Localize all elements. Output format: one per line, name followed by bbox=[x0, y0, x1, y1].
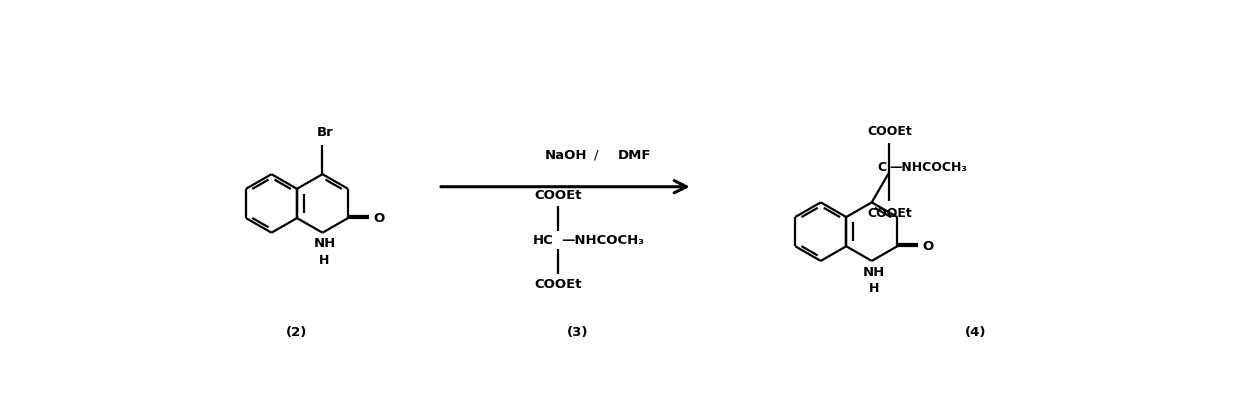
Text: COOEt: COOEt bbox=[534, 278, 582, 291]
Text: —NHCOCH₃: —NHCOCH₃ bbox=[561, 234, 644, 247]
Text: H: H bbox=[869, 282, 878, 295]
Text: (4): (4) bbox=[965, 326, 986, 339]
Text: (3): (3) bbox=[566, 326, 589, 339]
Text: COOEt: COOEt bbox=[534, 189, 582, 202]
Text: C: C bbox=[877, 161, 887, 174]
Text: COOEt: COOEt bbox=[867, 207, 912, 220]
Text: Br: Br bbox=[317, 126, 333, 139]
Text: NH: NH bbox=[313, 237, 336, 250]
Text: NH: NH bbox=[862, 266, 885, 279]
Text: O: O bbox=[373, 212, 384, 225]
Text: (2): (2) bbox=[286, 326, 307, 339]
Text: /: / bbox=[595, 149, 598, 162]
Text: H: H bbox=[320, 254, 330, 267]
Text: DMF: DMF bbox=[618, 149, 652, 162]
Text: HC: HC bbox=[533, 234, 554, 247]
Text: COOEt: COOEt bbox=[867, 125, 912, 138]
Text: —NHCOCH₃: —NHCOCH₃ bbox=[890, 161, 968, 174]
Text: O: O bbox=[923, 240, 934, 253]
Text: NaOH: NaOH bbox=[545, 149, 587, 162]
